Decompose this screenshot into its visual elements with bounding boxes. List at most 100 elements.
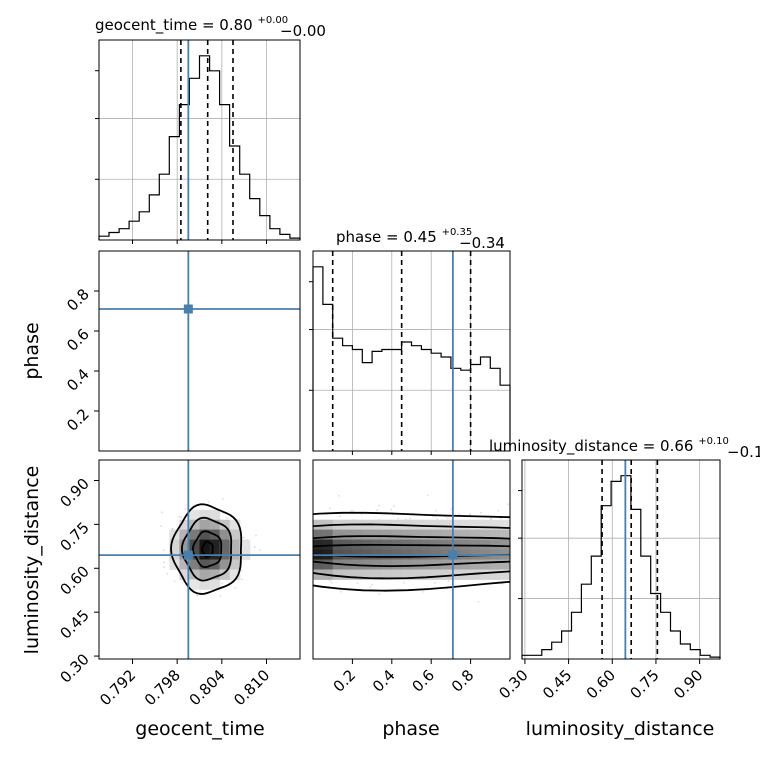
density-cell (230, 381, 241, 392)
sample-point (242, 393, 244, 395)
density-cell (431, 569, 442, 580)
sample-point (174, 393, 176, 395)
sample-point (232, 378, 234, 380)
density-cell (322, 529, 334, 540)
truth-marker (448, 550, 458, 560)
sample-point (222, 269, 224, 271)
sample-point (223, 378, 225, 380)
sample-point (195, 369, 197, 371)
sample-point (490, 517, 493, 520)
sample-point (212, 400, 214, 402)
sample-point (197, 436, 199, 438)
sample-point (222, 379, 224, 381)
sample-point (212, 410, 214, 412)
density-cell (219, 519, 231, 531)
sample-point (244, 385, 246, 387)
sample-point (221, 381, 223, 383)
sample-point (218, 349, 220, 351)
tick-label-luminosity-distance: 0.45 (539, 666, 575, 702)
density-cell (179, 539, 190, 550)
sample-point (211, 393, 213, 395)
sample-point (216, 422, 218, 424)
sample-point (223, 416, 225, 418)
sample-point (215, 327, 217, 329)
sample-point (218, 320, 220, 322)
sample-point (200, 356, 202, 358)
sample-point (201, 280, 203, 282)
sample-point (229, 390, 231, 392)
sample-point (212, 398, 214, 400)
sample-point (198, 348, 200, 350)
histogram-phase (312, 266, 511, 451)
sample-point (222, 272, 224, 274)
sample-point (221, 418, 223, 420)
sample-point (225, 261, 227, 263)
sample-point (219, 377, 221, 379)
density-cell (209, 569, 221, 580)
sample-point (208, 345, 210, 347)
sample-point (207, 333, 209, 335)
density-cell (199, 579, 211, 590)
sample-point (259, 549, 261, 551)
density-cell (210, 391, 221, 402)
sample-point (150, 302, 152, 304)
sample-point (190, 414, 192, 416)
sample-point (214, 272, 216, 274)
density-cell (229, 569, 241, 580)
density-cell (313, 559, 324, 570)
density-cell (189, 539, 200, 550)
sample-point (198, 274, 200, 276)
density-cell (490, 539, 501, 550)
panel-frame (312, 459, 511, 660)
density-cell (200, 261, 211, 272)
contour-line (178, 222, 235, 479)
sample-point (217, 292, 219, 294)
sample-point (202, 356, 204, 358)
sample-point (201, 437, 203, 439)
sample-point (432, 515, 434, 518)
sample-point (175, 429, 177, 431)
sample-point (211, 408, 213, 410)
density-cell (210, 371, 221, 382)
density-cell (189, 281, 200, 292)
density-cell (313, 539, 324, 550)
sample-point (447, 517, 449, 519)
sample-point (205, 340, 207, 342)
sample-point (204, 440, 206, 442)
sample-point (161, 511, 163, 514)
sample-point (199, 440, 201, 442)
sample-point (173, 359, 175, 361)
sample-point (224, 340, 226, 342)
sample-point (183, 416, 185, 418)
sample-point (232, 298, 234, 300)
sample-point (195, 384, 197, 386)
sample-point (191, 368, 193, 370)
sample-point (246, 383, 248, 385)
sample-point (223, 398, 225, 400)
sample-point (329, 579, 331, 582)
sample-point (211, 262, 213, 264)
sample-point (198, 359, 200, 361)
sample-point (207, 279, 209, 281)
sample-point (219, 254, 221, 256)
tick-label-phase: 0.8 (63, 285, 93, 315)
sample-point (229, 296, 231, 298)
sample-point (200, 345, 202, 347)
density-cell (220, 281, 231, 292)
panel-frame (312, 250, 511, 452)
sample-point (200, 357, 202, 359)
sample-point (198, 343, 200, 345)
sample-point (204, 294, 206, 296)
density-cell (372, 529, 383, 540)
contour-line (188, 237, 226, 464)
sample-point (191, 409, 193, 411)
sample-point (213, 296, 215, 298)
sample-point (216, 418, 218, 420)
sample-point (224, 422, 226, 424)
sample-point (217, 261, 219, 263)
sample-point (209, 408, 211, 410)
sample-point (231, 323, 233, 325)
sample-point (205, 429, 207, 431)
sample-point (199, 328, 201, 330)
sample-point (180, 406, 182, 408)
